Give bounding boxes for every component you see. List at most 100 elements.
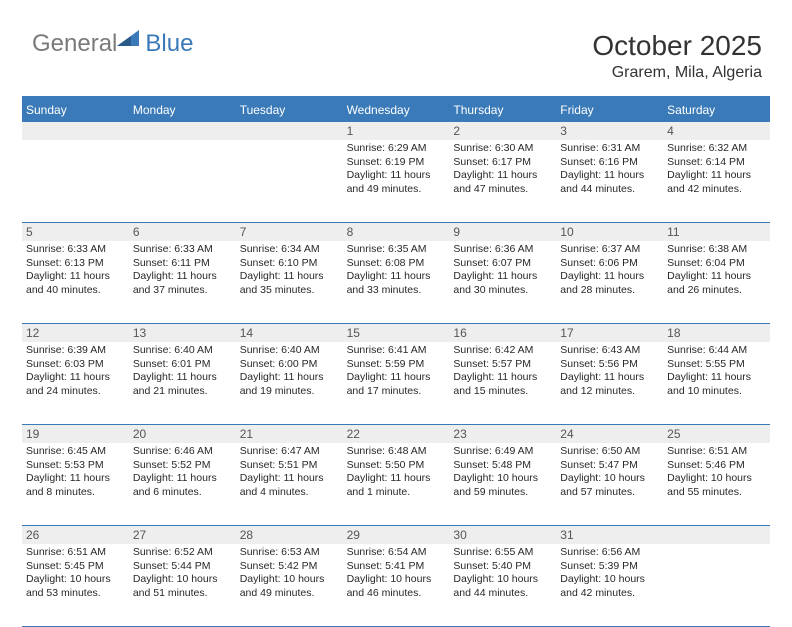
day-details: Sunrise: 6:40 AMSunset: 6:01 PMDaylight:… <box>129 342 236 403</box>
day-details: Sunrise: 6:52 AMSunset: 5:44 PMDaylight:… <box>129 544 236 605</box>
day-details: Sunrise: 6:47 AMSunset: 5:51 PMDaylight:… <box>236 443 343 504</box>
calendar-grid: SundayMondayTuesdayWednesdayThursdayFrid… <box>22 96 770 627</box>
day-cell: Sunrise: 6:40 AMSunset: 6:01 PMDaylight:… <box>129 342 236 424</box>
day-cell: Sunrise: 6:33 AMSunset: 6:11 PMDaylight:… <box>129 241 236 323</box>
day-number: 30 <box>449 526 556 544</box>
weeks-container: 1234Sunrise: 6:29 AMSunset: 6:19 PMDayli… <box>22 122 770 627</box>
brand-triangle-icon <box>117 28 143 53</box>
day-number: 8 <box>343 223 450 241</box>
week-row: Sunrise: 6:29 AMSunset: 6:19 PMDaylight:… <box>22 140 770 223</box>
day-number: 28 <box>236 526 343 544</box>
day-cell: Sunrise: 6:34 AMSunset: 6:10 PMDaylight:… <box>236 241 343 323</box>
day-number: 23 <box>449 425 556 443</box>
day-number: 4 <box>663 122 770 140</box>
day-cell: Sunrise: 6:38 AMSunset: 6:04 PMDaylight:… <box>663 241 770 323</box>
day-details: Sunrise: 6:44 AMSunset: 5:55 PMDaylight:… <box>663 342 770 403</box>
day-cell: Sunrise: 6:37 AMSunset: 6:06 PMDaylight:… <box>556 241 663 323</box>
brand-logo: General Blue <box>32 30 193 58</box>
page-header: General Blue October 2025 Grarem, Mila, … <box>0 0 792 88</box>
day-details: Sunrise: 6:40 AMSunset: 6:00 PMDaylight:… <box>236 342 343 403</box>
day-cell: Sunrise: 6:45 AMSunset: 5:53 PMDaylight:… <box>22 443 129 525</box>
day-number-row: 1234 <box>22 122 770 140</box>
day-number <box>236 122 343 140</box>
day-details: Sunrise: 6:35 AMSunset: 6:08 PMDaylight:… <box>343 241 450 302</box>
day-number: 19 <box>22 425 129 443</box>
day-number: 24 <box>556 425 663 443</box>
day-details: Sunrise: 6:31 AMSunset: 6:16 PMDaylight:… <box>556 140 663 201</box>
day-cell: Sunrise: 6:41 AMSunset: 5:59 PMDaylight:… <box>343 342 450 424</box>
day-cell: Sunrise: 6:42 AMSunset: 5:57 PMDaylight:… <box>449 342 556 424</box>
day-details: Sunrise: 6:33 AMSunset: 6:13 PMDaylight:… <box>22 241 129 302</box>
day-number: 13 <box>129 324 236 342</box>
day-details: Sunrise: 6:53 AMSunset: 5:42 PMDaylight:… <box>236 544 343 605</box>
day-number: 10 <box>556 223 663 241</box>
day-number: 3 <box>556 122 663 140</box>
day-number: 29 <box>343 526 450 544</box>
day-number: 22 <box>343 425 450 443</box>
day-details: Sunrise: 6:33 AMSunset: 6:11 PMDaylight:… <box>129 241 236 302</box>
day-details: Sunrise: 6:41 AMSunset: 5:59 PMDaylight:… <box>343 342 450 403</box>
day-number: 17 <box>556 324 663 342</box>
week-row: Sunrise: 6:39 AMSunset: 6:03 PMDaylight:… <box>22 342 770 425</box>
day-cell: Sunrise: 6:48 AMSunset: 5:50 PMDaylight:… <box>343 443 450 525</box>
day-details: Sunrise: 6:34 AMSunset: 6:10 PMDaylight:… <box>236 241 343 302</box>
day-number: 27 <box>129 526 236 544</box>
day-details: Sunrise: 6:49 AMSunset: 5:48 PMDaylight:… <box>449 443 556 504</box>
day-cell: Sunrise: 6:39 AMSunset: 6:03 PMDaylight:… <box>22 342 129 424</box>
title-block: October 2025 Grarem, Mila, Algeria <box>592 30 762 82</box>
day-cell: Sunrise: 6:36 AMSunset: 6:07 PMDaylight:… <box>449 241 556 323</box>
day-cell <box>236 140 343 222</box>
day-number: 18 <box>663 324 770 342</box>
day-cell: Sunrise: 6:49 AMSunset: 5:48 PMDaylight:… <box>449 443 556 525</box>
week-row: Sunrise: 6:33 AMSunset: 6:13 PMDaylight:… <box>22 241 770 324</box>
weekday-header: Monday <box>129 98 236 122</box>
day-details: Sunrise: 6:29 AMSunset: 6:19 PMDaylight:… <box>343 140 450 201</box>
day-cell: Sunrise: 6:29 AMSunset: 6:19 PMDaylight:… <box>343 140 450 222</box>
day-details: Sunrise: 6:51 AMSunset: 5:46 PMDaylight:… <box>663 443 770 504</box>
day-details: Sunrise: 6:54 AMSunset: 5:41 PMDaylight:… <box>343 544 450 605</box>
day-number <box>22 122 129 140</box>
day-number-row: 12131415161718 <box>22 324 770 342</box>
day-details: Sunrise: 6:36 AMSunset: 6:07 PMDaylight:… <box>449 241 556 302</box>
day-number-row: 19202122232425 <box>22 425 770 443</box>
week-row: Sunrise: 6:51 AMSunset: 5:45 PMDaylight:… <box>22 544 770 627</box>
day-cell: Sunrise: 6:47 AMSunset: 5:51 PMDaylight:… <box>236 443 343 525</box>
day-details: Sunrise: 6:51 AMSunset: 5:45 PMDaylight:… <box>22 544 129 605</box>
day-cell: Sunrise: 6:56 AMSunset: 5:39 PMDaylight:… <box>556 544 663 626</box>
day-number: 16 <box>449 324 556 342</box>
day-details: Sunrise: 6:56 AMSunset: 5:39 PMDaylight:… <box>556 544 663 605</box>
day-cell <box>22 140 129 222</box>
day-cell <box>663 544 770 626</box>
weekday-header: Wednesday <box>343 98 450 122</box>
day-number-row: 262728293031 <box>22 526 770 544</box>
day-number: 1 <box>343 122 450 140</box>
day-number: 31 <box>556 526 663 544</box>
day-number: 26 <box>22 526 129 544</box>
day-details: Sunrise: 6:32 AMSunset: 6:14 PMDaylight:… <box>663 140 770 201</box>
day-number: 7 <box>236 223 343 241</box>
day-cell: Sunrise: 6:50 AMSunset: 5:47 PMDaylight:… <box>556 443 663 525</box>
day-number <box>129 122 236 140</box>
day-details: Sunrise: 6:38 AMSunset: 6:04 PMDaylight:… <box>663 241 770 302</box>
day-number: 14 <box>236 324 343 342</box>
day-cell: Sunrise: 6:51 AMSunset: 5:45 PMDaylight:… <box>22 544 129 626</box>
day-number: 12 <box>22 324 129 342</box>
day-details: Sunrise: 6:45 AMSunset: 5:53 PMDaylight:… <box>22 443 129 504</box>
day-cell: Sunrise: 6:43 AMSunset: 5:56 PMDaylight:… <box>556 342 663 424</box>
day-cell: Sunrise: 6:31 AMSunset: 6:16 PMDaylight:… <box>556 140 663 222</box>
day-number: 15 <box>343 324 450 342</box>
day-details: Sunrise: 6:42 AMSunset: 5:57 PMDaylight:… <box>449 342 556 403</box>
day-cell: Sunrise: 6:54 AMSunset: 5:41 PMDaylight:… <box>343 544 450 626</box>
day-cell: Sunrise: 6:33 AMSunset: 6:13 PMDaylight:… <box>22 241 129 323</box>
day-number: 9 <box>449 223 556 241</box>
weekday-header: Thursday <box>449 98 556 122</box>
day-details: Sunrise: 6:30 AMSunset: 6:17 PMDaylight:… <box>449 140 556 201</box>
day-cell: Sunrise: 6:30 AMSunset: 6:17 PMDaylight:… <box>449 140 556 222</box>
week-row: Sunrise: 6:45 AMSunset: 5:53 PMDaylight:… <box>22 443 770 526</box>
day-number <box>663 526 770 544</box>
day-number: 6 <box>129 223 236 241</box>
day-cell: Sunrise: 6:52 AMSunset: 5:44 PMDaylight:… <box>129 544 236 626</box>
weekday-header: Sunday <box>22 98 129 122</box>
day-cell <box>129 140 236 222</box>
day-number: 11 <box>663 223 770 241</box>
